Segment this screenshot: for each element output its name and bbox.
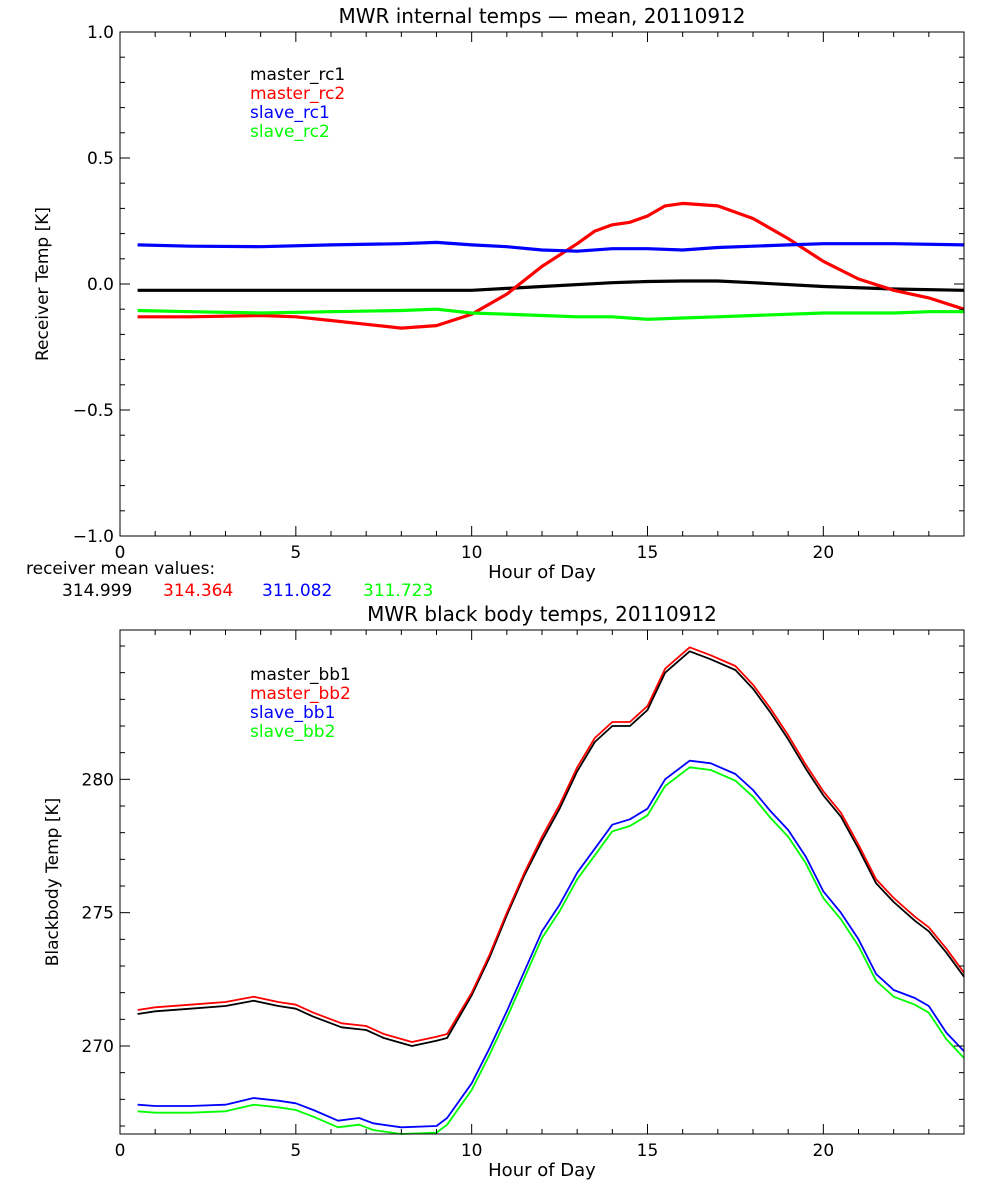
series-line-slave_rc1 xyxy=(137,240,965,253)
legend-entry-slave_rc1: slave_rc1 xyxy=(250,103,330,123)
series-line-master_rc2 xyxy=(137,201,965,330)
legend-entry-master_bb2: master_bb2 xyxy=(250,684,351,704)
x-tick-label: 5 xyxy=(290,543,301,563)
chart-title: MWR black body temps, 20110912 xyxy=(367,602,717,626)
series-line-slave_bb2 xyxy=(137,766,965,1135)
x-tick-label: 0 xyxy=(115,543,126,563)
legend-entry-slave_bb2: slave_bb2 xyxy=(250,722,335,742)
y-axis-label: Receiver Temp [K] xyxy=(33,207,53,361)
series-line-master_bb1 xyxy=(137,650,965,1047)
legend-entry-master_bb1: master_bb1 xyxy=(250,665,351,685)
y-tick-label: 280 xyxy=(82,770,114,790)
y-tick-label: 0.5 xyxy=(87,149,114,169)
x-axis-label: Hour of Day xyxy=(488,562,596,583)
mean-value-master-rc1: 314.999 xyxy=(62,581,132,601)
x-tick-label: 10 xyxy=(461,1141,483,1161)
y-tick-label: 0.0 xyxy=(87,275,114,295)
legend-entry-master_rc1: master_rc1 xyxy=(250,65,345,85)
x-tick-label: 20 xyxy=(813,543,835,563)
mean-values-label: receiver mean values: xyxy=(26,559,215,579)
legend-entry-slave_bb1: slave_bb1 xyxy=(250,703,335,723)
legend-entry-slave_rc2: slave_rc2 xyxy=(250,122,330,142)
plot-frame xyxy=(119,629,965,1135)
x-tick-label: 20 xyxy=(813,1141,835,1161)
legend-entry-master_rc2: master_rc2 xyxy=(250,84,345,104)
x-tick-label: 15 xyxy=(637,1141,659,1161)
chart-title: MWR internal temps — mean, 20110912 xyxy=(338,4,745,28)
mean-value-slave-rc1: 311.082 xyxy=(262,581,332,601)
receiver-mean-values: receiver mean values: 314.999 314.364 31… xyxy=(26,559,433,601)
chart-blackbody-temps: 0 5 10 15 20 270 275 280 MWR black body temps, 2… xyxy=(43,602,965,1181)
y-tick-label: 270 xyxy=(82,1037,114,1057)
series-line-slave_rc2 xyxy=(137,307,964,321)
y-tick-label: 1.0 xyxy=(87,23,114,43)
y-tick-label: −0.5 xyxy=(73,401,114,421)
series-line-slave_bb1 xyxy=(137,759,965,1129)
x-tick-label: 5 xyxy=(290,1141,301,1161)
chart-receiver-temps: 0 5 10 15 20 −1.0 −0.5 0.0 0.5 1.0 MWR internal te… xyxy=(33,4,965,583)
x-tick-label: 15 xyxy=(637,543,659,563)
x-axis-label: Hour of Day xyxy=(488,1160,596,1181)
series-line-master_bb2 xyxy=(137,646,965,1043)
x-tick-label: 10 xyxy=(461,543,483,563)
y-tick-label: −1.0 xyxy=(73,527,114,547)
x-tick-label: 0 xyxy=(115,1141,126,1161)
plot-frame xyxy=(119,31,965,537)
series-line-master_rc1 xyxy=(137,279,965,292)
y-tick-label: 275 xyxy=(82,904,114,924)
y-axis-label: Blackbody Temp [K] xyxy=(43,798,63,967)
mean-value-master-rc2: 314.364 xyxy=(163,581,233,601)
mean-value-slave-rc2: 311.723 xyxy=(363,581,433,601)
